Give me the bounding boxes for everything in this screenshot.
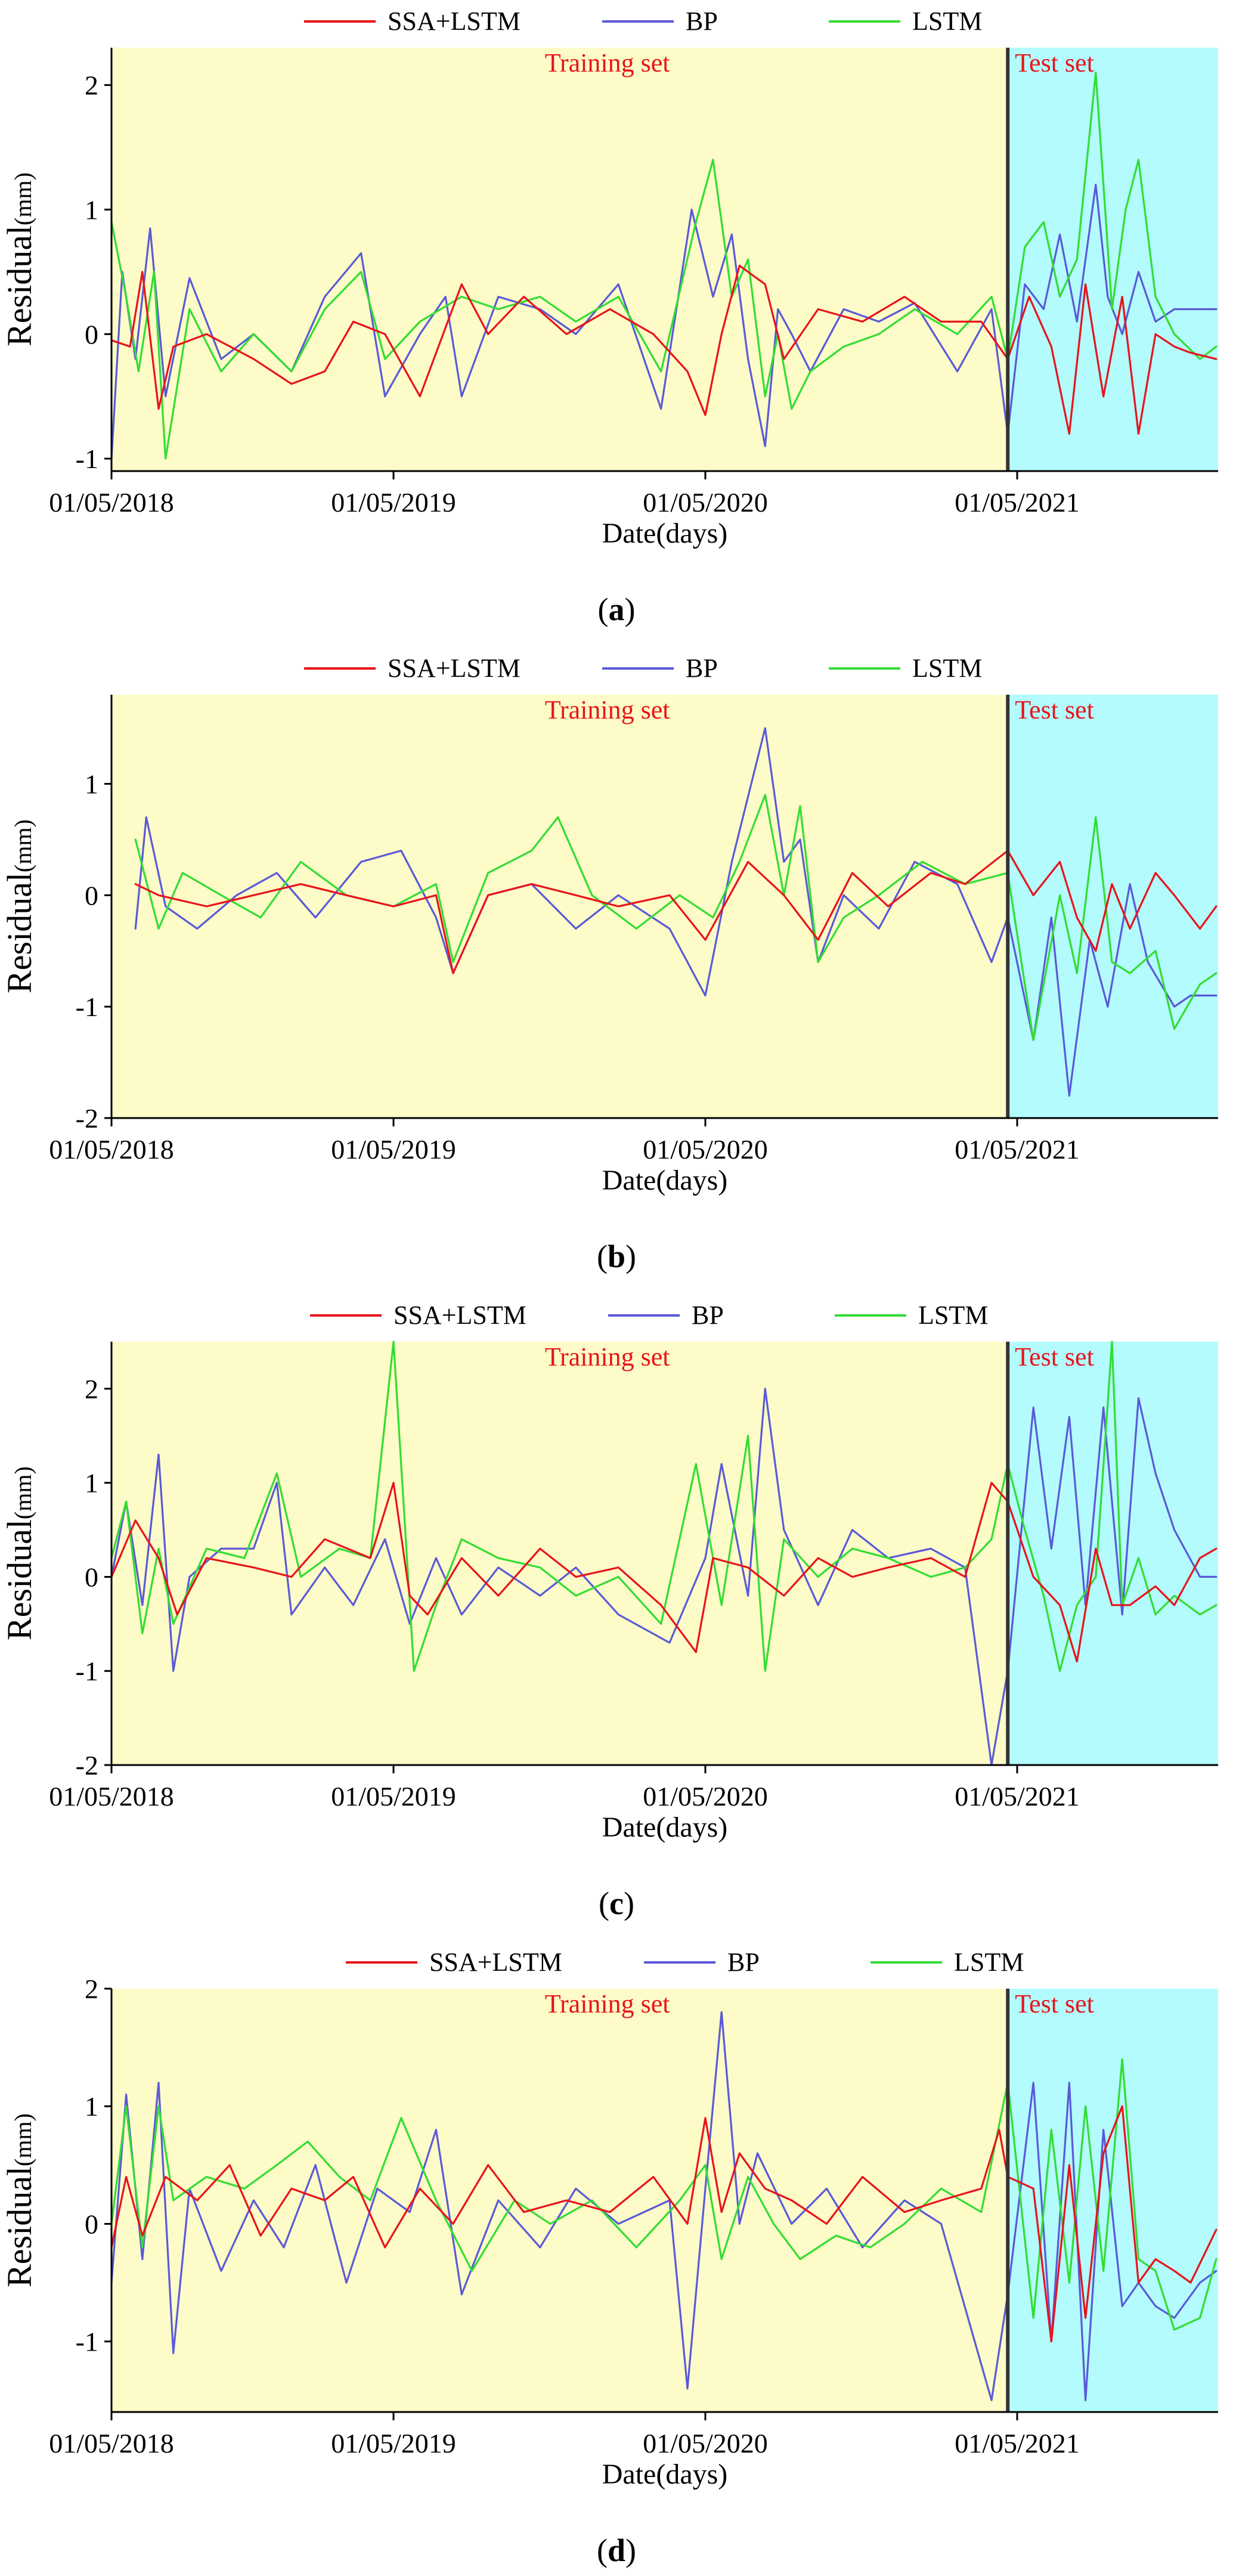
x-tick-label: 01/05/2021 — [955, 487, 1080, 518]
y-tick-label: 1 — [85, 2091, 98, 2122]
series-line-bp — [110, 1388, 1217, 1766]
y-axis-label: Residual(mm) — [0, 172, 39, 346]
chart-panel-a: Training set Test set -1 0 1 2 01/05/2018 01/05… — [0, 7, 1218, 627]
series-line-ssa-lstm — [110, 264, 1217, 435]
y-tick-label: 1 — [85, 1468, 98, 1498]
test-region — [1008, 1342, 1218, 1765]
chart-panel-b: Training set Test set -2 -1 0 1 01/05/2018 01/0… — [0, 654, 1218, 1274]
test-set-label: Test set — [1015, 695, 1094, 724]
x-tick-label: 01/05/2021 — [955, 1781, 1080, 1812]
y-tick-label: -2 — [76, 1103, 98, 1134]
legend-label: LSTM — [912, 7, 982, 36]
chart-panel-c: Training set Test set -2 -1 0 1 2 01/05/2018 01/… — [0, 1301, 1218, 1921]
panel-caption: (c) — [599, 1885, 634, 1921]
y-tick-label: -2 — [76, 1750, 98, 1781]
panel-caption: (b) — [597, 1239, 636, 1274]
legend-label: LSTM — [912, 654, 982, 683]
x-axis-label: Date(days) — [602, 1812, 728, 1843]
training-set-label: Training set — [545, 695, 670, 724]
x-axis-label: Date(days) — [602, 518, 728, 549]
test-set-label: Test set — [1015, 48, 1094, 78]
x-tick-label: 01/05/2020 — [643, 2428, 768, 2459]
x-tick-label: 01/05/2019 — [331, 1781, 456, 1812]
test-region — [1008, 48, 1218, 471]
series-line-ssa-lstm — [110, 1482, 1217, 1662]
training-region — [111, 48, 1008, 471]
test-set-label: Test set — [1015, 1989, 1094, 2018]
y-tick-label: 1 — [85, 769, 98, 799]
series-line-bp — [134, 727, 1217, 1097]
y-tick-label: 2 — [85, 1374, 98, 1404]
x-tick-label: 01/05/2018 — [49, 487, 174, 518]
x-tick-label: 01/05/2019 — [331, 2428, 456, 2459]
x-tick-label: 01/05/2021 — [955, 2428, 1080, 2459]
legend-label: SSA+LSTM — [429, 1948, 562, 1977]
y-axis-label: Residual(mm) — [0, 1466, 39, 1640]
legend-label: BP — [686, 7, 718, 36]
y-tick-label: 1 — [85, 194, 98, 225]
x-tick-label: 01/05/2018 — [49, 1134, 174, 1165]
panel-caption: (a) — [598, 592, 636, 627]
legend-label: BP — [692, 1301, 724, 1330]
x-tick-label: 01/05/2021 — [955, 1134, 1080, 1165]
x-tick-label: 01/05/2020 — [643, 487, 768, 518]
legend-label: SSA+LSTM — [394, 1301, 526, 1330]
y-tick-label: 0 — [85, 319, 98, 349]
x-tick-label: 01/05/2018 — [49, 2428, 174, 2459]
x-tick-label: 01/05/2018 — [49, 1781, 174, 1812]
test-set-label: Test set — [1015, 1342, 1094, 1371]
training-region — [111, 1342, 1008, 1765]
legend-label: LSTM — [954, 1948, 1024, 1977]
y-tick-label: -1 — [76, 2327, 98, 2357]
series-line-lstm — [110, 72, 1217, 460]
x-tick-label: 01/05/2019 — [331, 1134, 456, 1165]
series-line-ssa-lstm — [134, 849, 1217, 974]
y-tick-label: -1 — [76, 992, 98, 1022]
y-tick-label: 0 — [85, 1562, 98, 1592]
series-line-ssa-lstm — [110, 2105, 1217, 2343]
x-axis-label: Date(days) — [602, 2459, 728, 2490]
training-region — [111, 1989, 1008, 2412]
legend-label: SSA+LSTM — [388, 7, 521, 36]
chart-panel-d: Training set Test set -1 0 1 2 01/05/2018 01/05… — [0, 1948, 1218, 2568]
training-set-label: Training set — [545, 48, 670, 78]
training-set-label: Training set — [545, 1989, 670, 2018]
y-tick-label: 0 — [85, 2209, 98, 2239]
series-line-lstm — [110, 2058, 1217, 2331]
legend-label: BP — [727, 1948, 760, 1977]
legend-label: SSA+LSTM — [388, 654, 521, 683]
y-tick-label: 0 — [85, 880, 98, 911]
y-axis-label: Residual(mm) — [0, 819, 39, 993]
y-tick-label: -1 — [76, 1656, 98, 1686]
panel-caption: (d) — [597, 2532, 636, 2568]
x-tick-label: 01/05/2020 — [643, 1134, 768, 1165]
legend-label: BP — [686, 654, 718, 683]
test-region — [1008, 695, 1218, 1118]
x-tick-label: 01/05/2019 — [331, 487, 456, 518]
legend-label: LSTM — [918, 1301, 988, 1330]
x-tick-label: 01/05/2020 — [643, 1781, 768, 1812]
test-region — [1008, 1989, 1218, 2412]
training-region — [111, 695, 1008, 1118]
y-tick-label: 2 — [85, 1974, 98, 2004]
x-axis-label: Date(days) — [602, 1165, 728, 1196]
y-tick-label: 2 — [85, 70, 98, 101]
y-tick-label: -1 — [76, 444, 98, 474]
training-set-label: Training set — [545, 1342, 670, 1371]
y-axis-label: Residual(mm) — [0, 2113, 39, 2287]
series-line-bp — [110, 2011, 1217, 2401]
series-line-lstm — [110, 1340, 1217, 1672]
